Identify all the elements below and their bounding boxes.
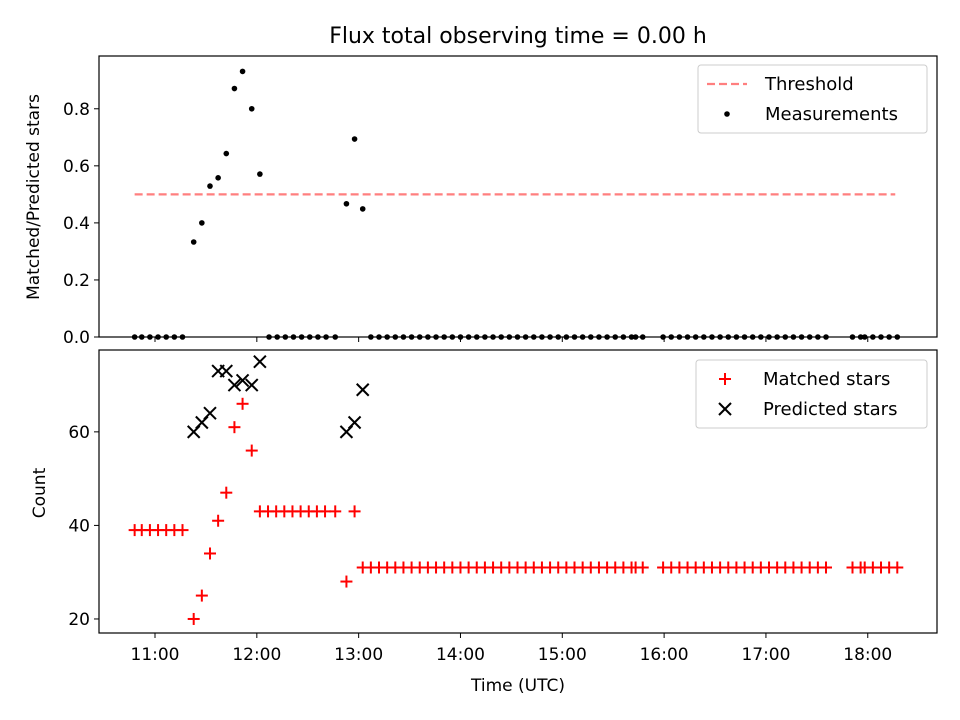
predicted-stars-point (219, 364, 233, 378)
predicted-stars-legend-label: Predicted stars (763, 399, 897, 420)
measurements-point (343, 200, 350, 207)
x-b (203, 406, 217, 420)
top-y-tick-label: 0.0 (63, 328, 90, 348)
x-tick-label: 17:00 (741, 645, 790, 665)
matched-stars-point (187, 612, 200, 625)
predicted-stars-point (245, 378, 259, 392)
x-b (227, 378, 242, 392)
matched-stars-point (319, 505, 332, 518)
predicted-stars-point (203, 406, 217, 420)
top-y-tick-label: 0.8 (63, 100, 90, 120)
x-tick-label: 16:00 (640, 645, 689, 665)
matched-stars-point (340, 575, 353, 588)
top-y-tick-label: 0.4 (63, 214, 90, 234)
matched-stars-point (220, 486, 233, 499)
measurements-point (223, 150, 230, 157)
matched-stars-legend-label: Matched stars (763, 369, 890, 390)
top-axes-frame (98, 55, 938, 338)
matched-stars-point (212, 514, 225, 527)
top-legend: Threshold Measurements (697, 64, 928, 134)
bottom-legend: Matched stars Predicted stars (695, 359, 928, 429)
measurements-point (351, 136, 358, 142)
measurements-point (248, 105, 255, 112)
x-tick-label: 18:00 (843, 645, 892, 665)
chart-title: Flux total observing time = 0.00 h (329, 24, 707, 49)
matched-stars-point (236, 397, 249, 410)
matched-stars-point (195, 589, 208, 602)
measurements-point (359, 206, 366, 212)
x-tick-label: 15:00 (538, 645, 587, 665)
top-legend-box (697, 64, 928, 134)
x-tick-label: 12:00 (232, 645, 281, 665)
x-tick-label: 13:00 (334, 645, 383, 665)
matched-stars-point (228, 421, 241, 434)
bottom-y-tick-label: 40 (68, 516, 90, 536)
x-b (235, 373, 250, 388)
measurements-point (231, 85, 238, 92)
measurements-legend-label: Measurements (765, 104, 898, 125)
predicted-stars-point (253, 354, 267, 369)
predicted-stars-point (235, 373, 250, 388)
threshold-legend-label: Threshold (764, 74, 854, 95)
matched-stars-point (636, 561, 649, 574)
measurements-point (215, 175, 221, 181)
bottom-y-tick-label: 20 (68, 610, 90, 630)
matched-stars-point (329, 505, 342, 518)
x-b (253, 354, 267, 369)
matched-stars-point (820, 561, 833, 574)
x-tick-label: 11:00 (131, 645, 180, 665)
matched-stars-point (176, 524, 189, 537)
bottom-panel: Count Time (UTC) 20 40 60 11:00 12:00 13:00 14… (30, 349, 938, 696)
predicted-stars-legend-swatch (718, 402, 732, 416)
measurements-point (199, 220, 205, 226)
matched-stars-point (348, 505, 361, 518)
x-b (356, 383, 370, 397)
x-b (219, 364, 233, 378)
x-axis-label: Time (UTC) (470, 676, 565, 696)
top-y-tick-label: 0.6 (63, 157, 90, 177)
bottom-y-tick-label: 60 (68, 423, 90, 443)
measurements-point (190, 239, 197, 245)
matched-stars-legend-swatch (719, 373, 731, 385)
bottom-y-axis-label: Count (30, 467, 50, 518)
x-tick-label: 14:00 (436, 645, 485, 665)
top-y-tick-label: 0.2 (63, 271, 90, 291)
bottom-legend-box (695, 359, 928, 429)
predicted-stars-point (356, 383, 370, 397)
measurements-point (239, 68, 246, 75)
measurements-point (207, 183, 213, 189)
x-b (347, 415, 362, 430)
predicted-stars-point (347, 415, 362, 430)
top-panel: Flux total observing time = 0.00 h Match… (24, 24, 938, 348)
x-b (245, 378, 259, 392)
predicted-stars-point (227, 378, 242, 392)
matched-stars-point (203, 547, 216, 560)
bottom-axes-frame (98, 349, 938, 634)
bottom-plot-area: 20 40 60 11:00 12:00 13:00 14:00 15:00 16:00 17:0… (68, 354, 904, 665)
matched-stars-point (891, 561, 904, 574)
matched-stars-point (245, 444, 258, 457)
measurements-legend-swatch (724, 111, 730, 117)
measurements-point (257, 171, 263, 177)
top-y-axis-label: Matched/Predicted stars (24, 94, 44, 300)
